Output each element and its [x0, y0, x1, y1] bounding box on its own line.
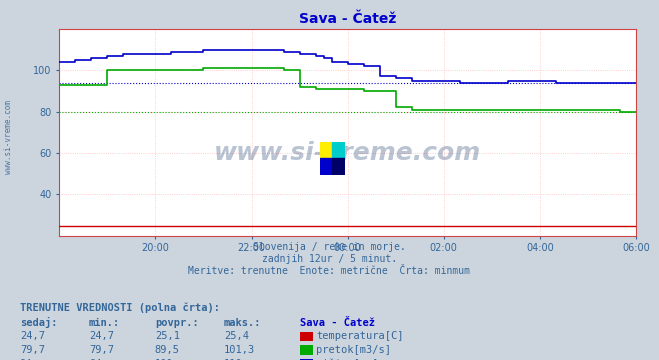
Text: zadnjih 12ur / 5 minut.: zadnjih 12ur / 5 minut.: [262, 254, 397, 264]
Text: 94: 94: [20, 359, 32, 360]
Text: maks.:: maks.:: [224, 318, 262, 328]
Bar: [332, 142, 345, 158]
Text: www.si-vreme.com: www.si-vreme.com: [4, 100, 13, 174]
Text: višina[cm]: višina[cm]: [316, 359, 379, 360]
Text: Slovenija / reke in morje.: Slovenija / reke in morje.: [253, 242, 406, 252]
Text: 25,1: 25,1: [155, 332, 180, 342]
Text: 24,7: 24,7: [89, 332, 114, 342]
Text: 24,7: 24,7: [20, 332, 45, 342]
Text: 79,7: 79,7: [20, 345, 45, 355]
Text: 94: 94: [89, 359, 101, 360]
Text: www.si-vreme.com: www.si-vreme.com: [214, 141, 481, 165]
Bar: [320, 142, 332, 158]
Text: 89,5: 89,5: [155, 345, 180, 355]
Bar: [320, 158, 332, 175]
Text: povpr.:: povpr.:: [155, 318, 198, 328]
Text: TRENUTNE VREDNOSTI (polna črta):: TRENUTNE VREDNOSTI (polna črta):: [20, 303, 219, 314]
Text: Meritve: trenutne  Enote: metrične  Črta: minmum: Meritve: trenutne Enote: metrične Črta: …: [188, 266, 471, 276]
Bar: [332, 158, 345, 175]
Text: 101,3: 101,3: [224, 345, 255, 355]
Title: Sava - Čatež: Sava - Čatež: [299, 12, 396, 26]
Text: min.:: min.:: [89, 318, 120, 328]
Text: sedaj:: sedaj:: [20, 317, 57, 328]
Text: 79,7: 79,7: [89, 345, 114, 355]
Text: 101: 101: [155, 359, 173, 360]
Text: temperatura[C]: temperatura[C]: [316, 332, 404, 342]
Text: 110: 110: [224, 359, 243, 360]
Text: Sava - Čatež: Sava - Čatež: [300, 318, 375, 328]
Text: 25,4: 25,4: [224, 332, 249, 342]
Text: pretok[m3/s]: pretok[m3/s]: [316, 345, 391, 355]
